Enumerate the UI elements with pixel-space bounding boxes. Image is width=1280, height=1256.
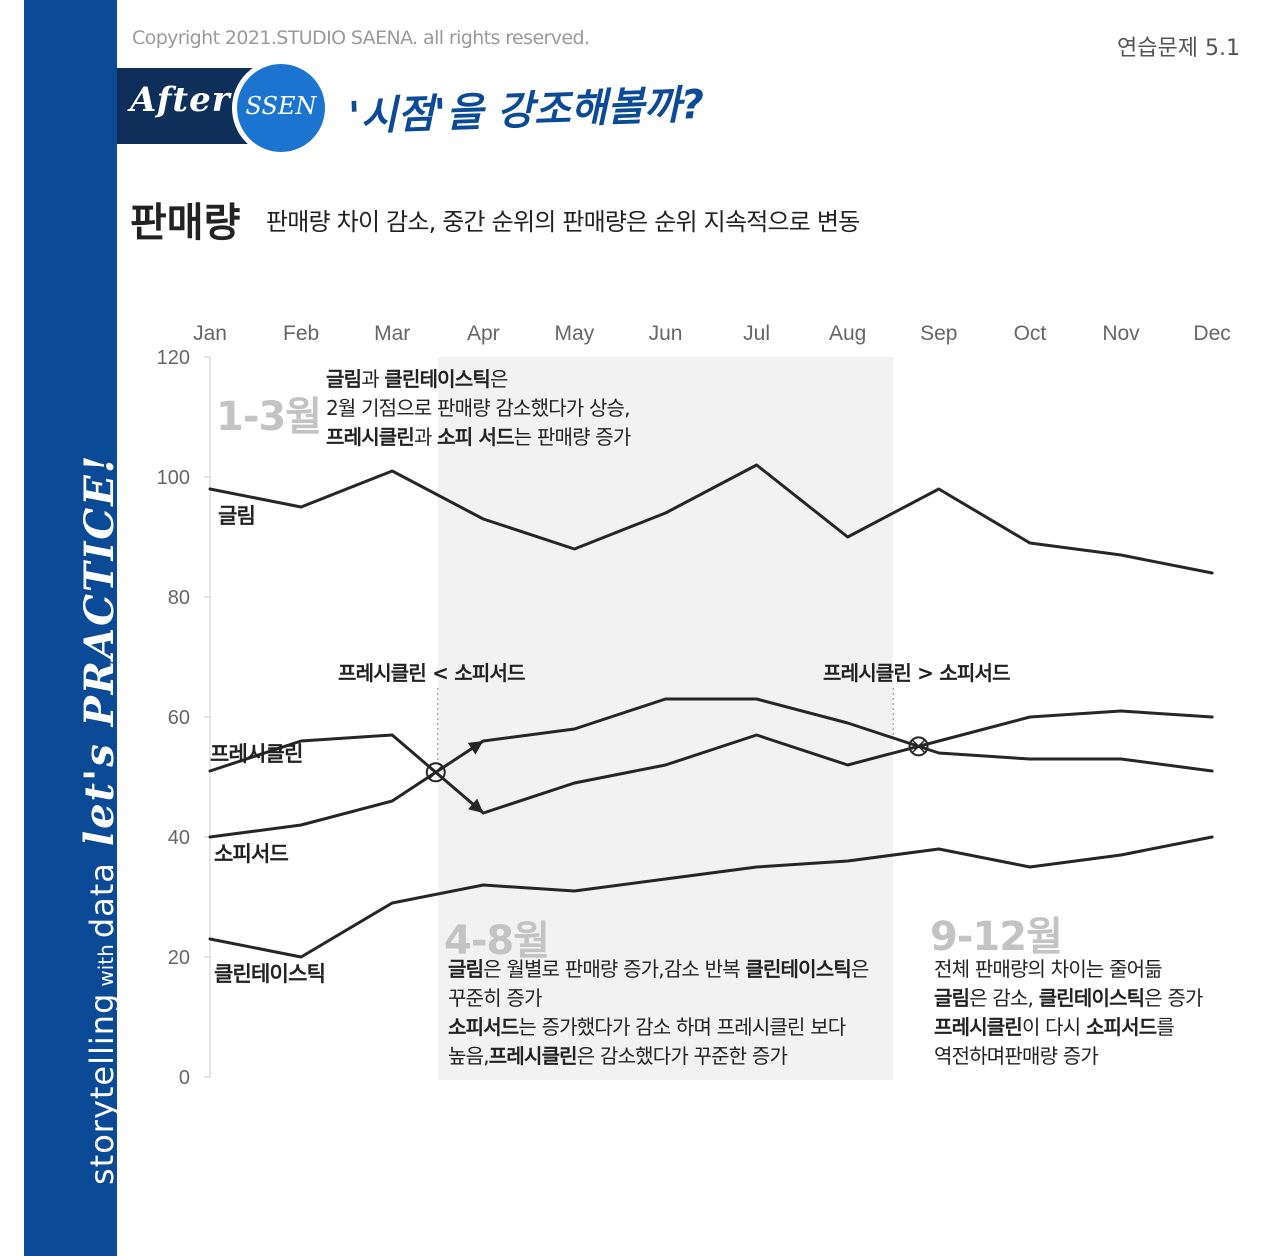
annotation-emphasis: 소피서드 <box>448 1015 519 1039</box>
period-label-3: 9-12월 <box>930 914 1063 960</box>
annotation-emphasis: 프레시클린 <box>326 425 415 449</box>
x-tick-label: Sep <box>920 322 957 345</box>
x-tick-label: Oct <box>1014 322 1047 345</box>
annotation-line: 전체 판매량의 차이는 줄어듦 <box>934 955 1203 984</box>
annotation-text: 는 증가했다가 감소 하며 프레시클린 보다 <box>518 1015 846 1039</box>
y-tick-label: 60 <box>168 707 190 729</box>
annotation-text: 은 <box>850 957 869 981</box>
annotation-text: 전체 판매량의 차이는 줄어듦 <box>934 957 1163 981</box>
series-label-4: 클린테이스틱 <box>214 962 325 986</box>
annotation-text: 높음, <box>448 1044 490 1068</box>
annotation-text: 과 <box>414 425 438 449</box>
crossover-label-1: 프레시클린 < 소피서드 <box>338 661 525 685</box>
x-tick-label: Dec <box>1193 322 1230 345</box>
annotation-line: 2월 기점으로 판매량 감소했다가 상승, <box>326 394 631 423</box>
crossover-marker <box>908 736 929 757</box>
series-label-2: 프레시클린 <box>210 742 303 766</box>
annotation-text: 를 <box>1156 1015 1174 1039</box>
annotation-emphasis: 글림 <box>326 367 362 391</box>
period-label-1: 1-3월 <box>216 394 322 440</box>
x-tick-label: Nov <box>1102 322 1140 345</box>
annotation-line: 글림은 감소, 클린테이스틱은 증가 <box>934 984 1203 1013</box>
x-tick-label: Feb <box>283 322 319 345</box>
copyright: Copyright 2021.STUDIO SAENA. all rights … <box>132 27 590 49</box>
annotation-emphasis: 프레시클린 <box>934 1015 1023 1039</box>
crossover-marker-x <box>429 765 443 779</box>
banner-after-text: After <box>130 80 231 120</box>
annotation-line: 높음,프레시클린은 감소했다가 꾸준한 증가 <box>448 1042 869 1071</box>
y-tick-label: 20 <box>168 947 190 969</box>
sidebar <box>24 0 117 1256</box>
annotation-line: 프레시클린과 소피 서드는 판매량 증가 <box>326 423 632 452</box>
x-tick-label: Jun <box>649 322 683 345</box>
series-line-2 <box>208 709 1214 815</box>
annotation-text: 는 판매량 증가 <box>513 425 632 449</box>
annotation-period-3: 전체 판매량의 차이는 줄어듦 글림은 감소, 클린테이스틱은 증가 프레시클린이 … <box>934 955 1203 1071</box>
series-line-4 <box>208 835 1214 959</box>
crossover-marker-x <box>912 739 926 753</box>
y-tick-label: 40 <box>168 827 190 849</box>
annotation-line: 역전하며판매량 증가 <box>934 1042 1203 1071</box>
annotation-period-2: 글림은 월별로 판매량 증가,감소 반복 클린테이스틱은 꾸준히 증가 소피서드는 … <box>448 955 869 1071</box>
y-tick-label: 120 <box>157 347 190 369</box>
annotation-emphasis: 소피 서드 <box>437 425 514 449</box>
annotation-line: 글림은 월별로 판매량 증가,감소 반복 클린테이스틱은 <box>448 955 869 984</box>
crossover-marker <box>425 762 446 783</box>
annotation-text: 은 증가 <box>1144 986 1203 1010</box>
annotation-emphasis: 소피서드 <box>1085 1015 1157 1039</box>
annotation-text: 은 감소했다가 꾸준한 증가 <box>576 1044 788 1068</box>
x-tick-label: Jan <box>193 322 227 345</box>
annotation-text: 꾸준히 증가 <box>448 986 542 1010</box>
annotation-line: 글림과 클린테이스틱은 <box>326 365 630 394</box>
annotation-emphasis: 프레시클린 <box>488 1044 578 1068</box>
series-label-1: 글림 <box>218 504 255 528</box>
x-tick-label: Apr <box>467 322 500 345</box>
x-tick-label: Mar <box>374 322 410 345</box>
annotation-text: 은 <box>489 367 508 391</box>
crossover-label-2: 프레시클린 > 소피서드 <box>823 661 1010 685</box>
highlight-band <box>437 357 894 1080</box>
annotation-text: 과 <box>361 367 385 391</box>
y-tick-label: 100 <box>157 467 190 489</box>
annotation-text: 은 감소, <box>969 986 1039 1010</box>
series-label-3: 소피서드 <box>214 842 289 866</box>
x-tick-label: Jul <box>743 322 770 345</box>
x-tick-label: May <box>555 322 595 345</box>
annotation-text: 이 다시 <box>1022 1015 1086 1039</box>
annotation-emphasis: 글림 <box>448 957 484 981</box>
annotation-emphasis: 클린테이스틱 <box>745 957 851 981</box>
annotation-text: 2월 기점으로 판매량 감소했다가 상승, <box>326 396 631 420</box>
annotation-emphasis: 클린테이스틱 <box>384 367 490 391</box>
series-line-3 <box>208 697 1214 839</box>
annotation-line: 프레시클린이 다시 소피서드를 <box>934 1013 1203 1042</box>
x-tick-label: Aug <box>829 322 866 345</box>
series-arrowhead <box>468 798 484 813</box>
period-label-2: 4-8월 <box>444 918 550 964</box>
annotation-text: 역전하며판매량 증가 <box>934 1044 1099 1068</box>
annotation-period-1: 글림과 클린테이스틱은 2월 기점으로 판매량 감소했다가 상승, 프레시클린과 소… <box>326 365 632 452</box>
y-tick-label: 80 <box>168 587 190 609</box>
ssen-badge <box>232 59 330 157</box>
y-tick-label: 0 <box>179 1067 190 1089</box>
annotation-line: 꾸준히 증가 <box>448 984 869 1013</box>
series-arrowhead <box>467 741 484 755</box>
annotation-text: 은 월별로 판매량 증가,감소 반복 <box>483 957 746 981</box>
chart-title: 판매량 <box>130 200 241 246</box>
annotation-emphasis: 글림 <box>934 986 970 1010</box>
ssen-badge-text: SSEN <box>245 92 317 120</box>
practice-label: 연습문제 5.1 <box>1117 36 1240 61</box>
chart-subtitle: 판매량 차이 감소, 중간 순위의 판매량은 순위 지속적으로 변동 <box>266 208 860 236</box>
annotation-emphasis: 클린테이스틱 <box>1038 986 1145 1010</box>
annotation-line: 소피서드는 증가했다가 감소 하며 프레시클린 보다 <box>448 1013 869 1042</box>
series-line-1 <box>208 463 1214 575</box>
